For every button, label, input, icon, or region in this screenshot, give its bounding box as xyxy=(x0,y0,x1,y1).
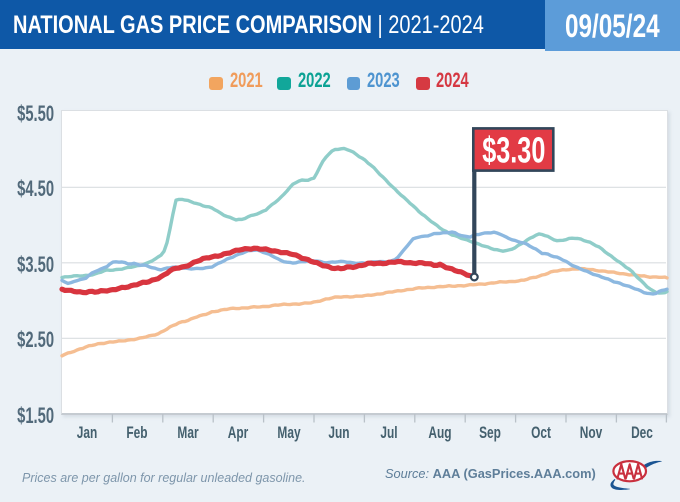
svg-text:$3.30: $3.30 xyxy=(482,130,545,171)
